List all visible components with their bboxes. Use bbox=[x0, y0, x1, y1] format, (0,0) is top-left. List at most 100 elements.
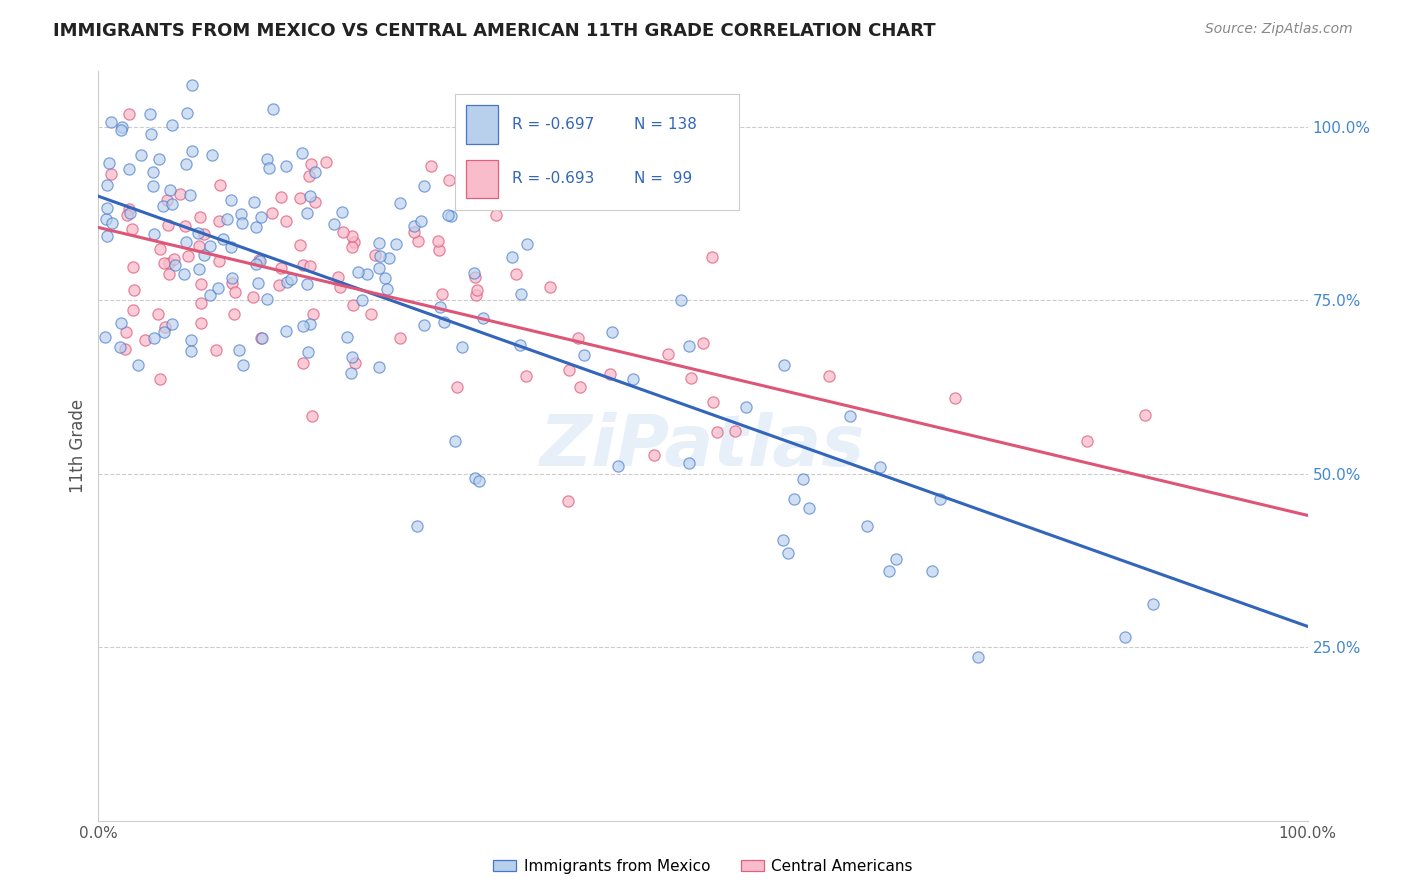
Immigrants from Mexico bbox=[411, 213, 433, 227]
Central Americans bbox=[148, 307, 170, 321]
Immigrants from Mexico bbox=[221, 270, 243, 285]
Immigrants from Mexico bbox=[215, 212, 238, 227]
Immigrants from Mexico bbox=[440, 210, 463, 224]
Central Americans bbox=[343, 356, 366, 370]
Central Americans bbox=[298, 259, 321, 273]
Central Americans bbox=[702, 395, 724, 409]
Immigrants from Mexico bbox=[295, 206, 318, 220]
Immigrants from Mexico bbox=[245, 257, 267, 271]
Central Americans bbox=[465, 283, 488, 297]
Central Americans bbox=[121, 260, 143, 274]
Central Americans bbox=[340, 228, 363, 243]
Central Americans bbox=[724, 424, 747, 438]
Immigrants from Mexico bbox=[967, 649, 990, 664]
Central Americans bbox=[643, 448, 665, 462]
Immigrants from Mexico bbox=[600, 325, 623, 339]
Immigrants from Mexico bbox=[669, 293, 692, 307]
Immigrants from Mexico bbox=[153, 325, 176, 339]
Central Americans bbox=[288, 238, 311, 252]
Central Americans bbox=[364, 248, 387, 262]
Central Americans bbox=[221, 276, 243, 290]
Central Americans bbox=[134, 333, 156, 347]
Immigrants from Mexico bbox=[131, 147, 153, 161]
Central Americans bbox=[208, 253, 231, 268]
Central Americans bbox=[943, 391, 966, 405]
Immigrants from Mexico bbox=[162, 119, 184, 133]
Immigrants from Mexico bbox=[921, 564, 943, 578]
Immigrants from Mexico bbox=[468, 475, 491, 489]
Immigrants from Mexico bbox=[243, 194, 266, 209]
Immigrants from Mexico bbox=[607, 459, 630, 474]
Immigrants from Mexico bbox=[231, 216, 253, 230]
Immigrants from Mexico bbox=[101, 216, 124, 230]
Central Americans bbox=[692, 335, 714, 350]
Immigrants from Mexico bbox=[141, 127, 163, 141]
Central Americans bbox=[329, 280, 352, 294]
Immigrants from Mexico bbox=[516, 236, 538, 251]
Central Americans bbox=[155, 319, 177, 334]
Central Americans bbox=[149, 242, 172, 256]
Immigrants from Mexico bbox=[340, 350, 363, 364]
Immigrants from Mexico bbox=[201, 148, 224, 162]
Central Americans bbox=[190, 277, 212, 291]
Central Americans bbox=[250, 331, 273, 345]
Immigrants from Mexico bbox=[148, 153, 170, 167]
Immigrants from Mexico bbox=[772, 358, 794, 372]
Immigrants from Mexico bbox=[118, 161, 141, 176]
Immigrants from Mexico bbox=[276, 159, 298, 173]
Central Americans bbox=[437, 173, 460, 187]
Immigrants from Mexico bbox=[433, 315, 456, 329]
Central Americans bbox=[274, 214, 297, 228]
Central Americans bbox=[1135, 408, 1157, 422]
Immigrants from Mexico bbox=[621, 371, 644, 385]
Central Americans bbox=[115, 208, 138, 222]
Central Americans bbox=[557, 494, 579, 508]
Immigrants from Mexico bbox=[97, 156, 120, 170]
Immigrants from Mexico bbox=[350, 293, 373, 307]
Central Americans bbox=[207, 214, 229, 228]
Immigrants from Mexico bbox=[142, 165, 165, 179]
Immigrants from Mexico bbox=[510, 286, 533, 301]
Central Americans bbox=[340, 240, 363, 254]
Immigrants from Mexico bbox=[797, 501, 820, 516]
Immigrants from Mexico bbox=[291, 318, 314, 333]
Immigrants from Mexico bbox=[464, 471, 486, 485]
Central Americans bbox=[177, 249, 200, 263]
Immigrants from Mexico bbox=[436, 208, 458, 222]
Central Americans bbox=[247, 253, 270, 268]
Immigrants from Mexico bbox=[443, 434, 465, 449]
Immigrants from Mexico bbox=[412, 318, 434, 333]
Central Americans bbox=[326, 270, 349, 285]
Immigrants from Mexico bbox=[678, 456, 700, 470]
Immigrants from Mexico bbox=[176, 105, 198, 120]
Central Americans bbox=[706, 425, 728, 439]
Central Americans bbox=[100, 167, 122, 181]
Immigrants from Mexico bbox=[93, 329, 115, 343]
Central Americans bbox=[224, 285, 246, 299]
Central Americans bbox=[419, 159, 441, 173]
Immigrants from Mexico bbox=[377, 251, 399, 265]
Immigrants from Mexico bbox=[249, 253, 271, 268]
Immigrants from Mexico bbox=[367, 235, 389, 250]
Text: IMMIGRANTS FROM MEXICO VS CENTRAL AMERICAN 11TH GRADE CORRELATION CHART: IMMIGRANTS FROM MEXICO VS CENTRAL AMERIC… bbox=[53, 22, 936, 40]
Central Americans bbox=[427, 243, 450, 257]
Immigrants from Mexico bbox=[877, 564, 900, 578]
Central Americans bbox=[190, 296, 212, 310]
Central Americans bbox=[122, 302, 145, 317]
Immigrants from Mexico bbox=[783, 491, 806, 506]
Central Americans bbox=[299, 157, 322, 171]
Immigrants from Mexico bbox=[94, 211, 117, 226]
Central Americans bbox=[702, 250, 724, 264]
Immigrants from Mexico bbox=[163, 258, 186, 272]
Central Americans bbox=[568, 380, 591, 394]
Immigrants from Mexico bbox=[174, 157, 197, 171]
Central Americans bbox=[558, 362, 581, 376]
Central Americans bbox=[292, 258, 315, 272]
Immigrants from Mexico bbox=[838, 409, 860, 424]
Immigrants from Mexico bbox=[356, 267, 378, 281]
Immigrants from Mexico bbox=[247, 276, 270, 290]
Central Americans bbox=[115, 325, 138, 339]
Central Americans bbox=[157, 267, 180, 281]
Immigrants from Mexico bbox=[162, 318, 184, 332]
Immigrants from Mexico bbox=[245, 220, 267, 235]
